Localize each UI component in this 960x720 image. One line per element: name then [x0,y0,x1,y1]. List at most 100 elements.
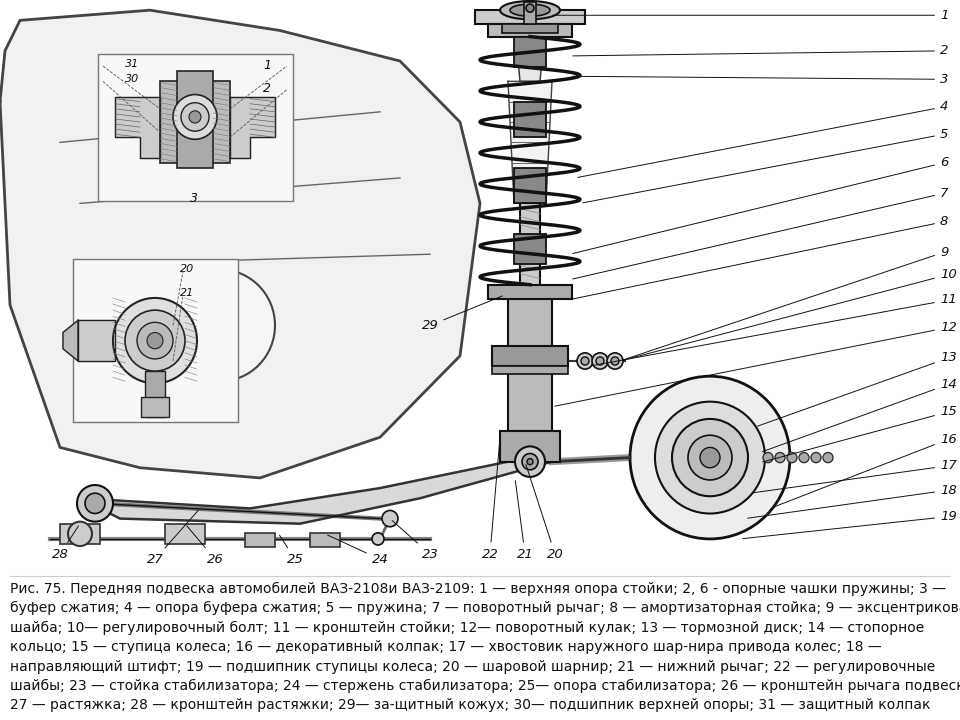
Text: 30: 30 [125,74,139,84]
Circle shape [700,447,720,468]
Circle shape [173,94,217,139]
Text: 2: 2 [263,82,271,95]
Circle shape [526,4,534,12]
Polygon shape [78,320,115,361]
Circle shape [382,510,398,527]
Bar [514,168,546,203]
Circle shape [630,377,790,539]
Text: 10: 10 [623,268,957,360]
Text: 21: 21 [516,481,534,561]
Circle shape [607,353,623,369]
Bar [475,10,585,24]
Circle shape [68,521,92,546]
Bar [502,24,558,32]
Circle shape [592,353,608,369]
Circle shape [147,333,163,348]
Bar [98,54,293,202]
Text: 18: 18 [748,484,957,518]
Polygon shape [508,81,552,203]
Bar [524,2,536,24]
Text: 4: 4 [578,100,948,177]
Circle shape [137,323,173,359]
Circle shape [787,452,797,463]
Text: 1: 1 [263,59,271,72]
Polygon shape [115,96,160,158]
Circle shape [85,493,105,513]
Text: 13: 13 [757,351,957,426]
Text: Рис. 75. Передняя подвеска автомобилей ВАЗ-2108и ВАЗ-2109: 1 — верхняя опора сто: Рис. 75. Передняя подвеска автомобилей В… [10,582,946,596]
Text: шайба; 10— регулировочный болт; 11 — кронштейн стойки; 12— поворотный кулак; 13 : шайба; 10— регулировочный болт; 11 — кро… [10,621,924,635]
Text: 24: 24 [327,535,389,566]
Bar [141,397,169,417]
Bar [488,284,572,299]
Circle shape [763,452,773,463]
Circle shape [577,353,593,369]
Polygon shape [230,96,275,158]
Bar [145,371,165,417]
Circle shape [165,269,275,382]
Text: 23: 23 [392,521,439,561]
Text: 8: 8 [571,215,948,300]
Circle shape [372,533,384,545]
Text: 17: 17 [753,459,957,492]
Text: 19: 19 [743,510,957,539]
Text: 22: 22 [482,440,500,561]
Text: кольцо; 15 — ступица колеса; 16 — декоративный колпак; 17 — хвостовик наружного : кольцо; 15 — ступица колеса; 16 — декора… [10,640,881,654]
Bar [492,366,568,374]
Bar [508,299,552,431]
Bar [245,533,275,547]
Bar [177,71,213,168]
Bar [488,24,572,37]
Circle shape [581,357,589,365]
Bar [73,259,238,422]
Text: шайбы; 23 — стойка стабилизатора; 24 — стержень стабилизатора; 25— опора стабили: шайбы; 23 — стойка стабилизатора; 24 — с… [10,679,960,693]
Bar [160,81,230,163]
Bar [492,346,568,366]
Bar [520,203,540,315]
Polygon shape [80,462,552,523]
Polygon shape [0,10,480,478]
Bar [514,234,546,264]
Circle shape [775,452,785,463]
Text: 16: 16 [773,433,957,508]
Ellipse shape [510,4,550,17]
Bar [514,102,546,138]
Circle shape [181,103,209,131]
Text: 25: 25 [279,535,303,566]
Circle shape [522,454,538,469]
Circle shape [596,357,604,365]
Text: 27: 27 [147,510,198,566]
Text: 27 — растяжка; 28 — кронштейн растяжки; 29— за-щитный кожух; 30— подшипник верхн: 27 — растяжка; 28 — кронштейн растяжки; … [10,698,930,712]
Bar [310,533,340,547]
Circle shape [823,452,833,463]
Text: 3: 3 [573,73,948,86]
Circle shape [113,298,197,383]
Circle shape [799,452,809,463]
Bar [165,523,205,544]
Text: 14: 14 [762,378,957,451]
Bar [500,431,560,462]
Circle shape [655,402,765,513]
Circle shape [527,459,533,464]
Circle shape [688,435,732,480]
Text: 3: 3 [190,192,198,205]
Polygon shape [63,320,78,361]
Text: 21: 21 [180,288,194,298]
Circle shape [125,310,185,371]
Text: 20: 20 [526,464,564,561]
Text: 28: 28 [52,526,79,561]
Text: 29: 29 [421,296,502,332]
Ellipse shape [500,1,560,19]
Text: 15: 15 [762,405,957,462]
Text: 20: 20 [180,264,194,274]
Text: 9: 9 [623,246,948,360]
Text: 26: 26 [187,526,224,566]
Circle shape [77,485,113,521]
Text: 1: 1 [553,9,948,22]
Circle shape [811,452,821,463]
Text: направляющий штифт; 19 — подшипник ступицы колеса; 20 — шаровой шарнир; 21 — ниж: направляющий штифт; 19 — подшипник ступи… [10,660,935,673]
Text: 7: 7 [573,186,948,279]
Text: 31: 31 [125,59,139,69]
Text: 5: 5 [583,127,948,203]
Circle shape [672,419,748,496]
